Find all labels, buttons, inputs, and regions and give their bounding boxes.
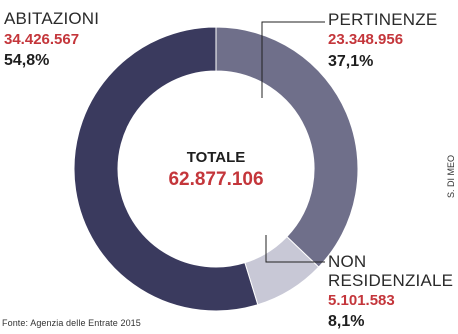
value-pertinenze: 23.348.956 xyxy=(328,31,404,48)
percent-non-residenziale: 8,1% xyxy=(328,313,365,330)
slice-abitazioni xyxy=(73,26,259,312)
leader-lines xyxy=(261,21,325,263)
value-non-residenziale: 5.101.583 xyxy=(328,292,395,309)
leader-line-pertinenze xyxy=(261,21,325,98)
percent-pertinenze: 37,1% xyxy=(328,53,374,70)
percent-abitazioni: 54,8% xyxy=(4,52,50,69)
value-abitazioni: 34.426.567 xyxy=(4,31,80,48)
source-note: Fonte: Agenzia delle Entrate 2015 xyxy=(2,318,141,328)
donut-slices xyxy=(73,26,359,312)
label-non-residenziale-line2: RESIDENZIALE xyxy=(328,271,454,290)
leader-line-non-residenziale xyxy=(265,235,325,263)
slice-pertinenze xyxy=(215,26,359,268)
total-value: 62.877.106 xyxy=(168,169,264,190)
author-credit: S. DI MEO xyxy=(446,154,457,199)
total-label: TOTALE xyxy=(186,149,246,166)
label-abitazioni: ABITAZIONI xyxy=(4,9,100,28)
label-non-residenziale-line1: NON xyxy=(328,252,367,271)
label-pertinenze: PERTINENZE xyxy=(328,10,438,29)
